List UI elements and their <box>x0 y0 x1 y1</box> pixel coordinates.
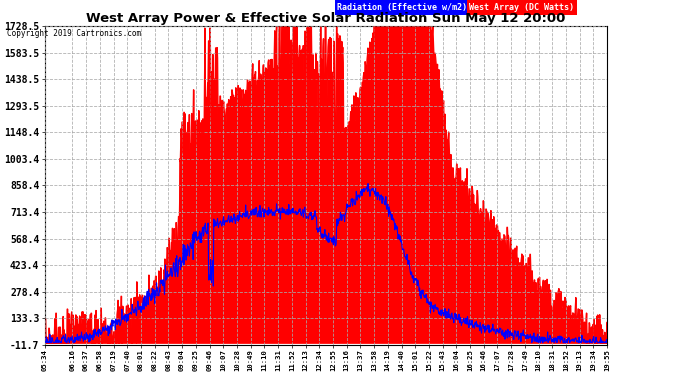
Text: Radiation (Effective w/m2): Radiation (Effective w/m2) <box>337 3 467 12</box>
Title: West Array Power & Effective Solar Radiation Sun May 12 20:00: West Array Power & Effective Solar Radia… <box>86 12 566 25</box>
Text: Copyright 2019 Cartronics.com: Copyright 2019 Cartronics.com <box>7 28 141 38</box>
Text: West Array (DC Watts): West Array (DC Watts) <box>469 3 575 12</box>
